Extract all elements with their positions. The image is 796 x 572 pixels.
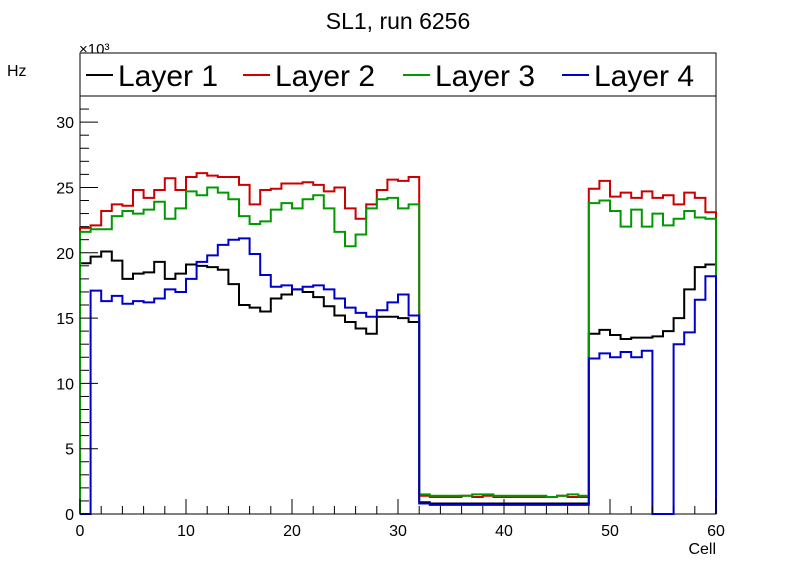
y-tick-label: 15 [56, 311, 74, 328]
x-tick-label: 60 [707, 523, 725, 540]
y-tick-label: 0 [65, 507, 74, 524]
plot-frame [79, 52, 717, 515]
legend-label-layer-4: Layer 4 [594, 60, 694, 93]
series-line-layer-2 [79, 172, 717, 514]
y-tick-label: 30 [56, 115, 74, 132]
y-tick-label: 25 [56, 180, 74, 197]
legend-label-layer-2: Layer 2 [275, 60, 375, 93]
x-tick-label: 40 [495, 523, 513, 540]
x-tick-label: 0 [76, 523, 85, 540]
y-axis-label: Hz [7, 63, 27, 80]
legend-label-layer-1: Layer 1 [118, 60, 218, 93]
x-tick-label: 30 [389, 523, 407, 540]
series-line-layer-3 [79, 186, 717, 514]
x-tick-label: 50 [601, 523, 619, 540]
chart-title: SL1, run 6256 [326, 8, 471, 34]
series-line-layer-1 [79, 250, 717, 514]
x-tick-label: 20 [283, 523, 301, 540]
x-tick-label: 10 [177, 523, 195, 540]
legend-box [79, 52, 717, 97]
y-tick-label: 20 [56, 246, 74, 263]
plot-area: 0 10 20 30 40 50 60 0 5 10 15 20 25 30 [56, 52, 725, 540]
y-tick-label: 5 [65, 442, 74, 459]
legend-label-layer-3: Layer 3 [435, 60, 535, 93]
x-axis-label: Cell [688, 541, 716, 558]
series-line-layer-4 [80, 237, 717, 515]
y-tick-label: 10 [56, 376, 74, 393]
legend: Layer 1 Layer 2 Layer 3 Layer 4 [79, 52, 717, 97]
